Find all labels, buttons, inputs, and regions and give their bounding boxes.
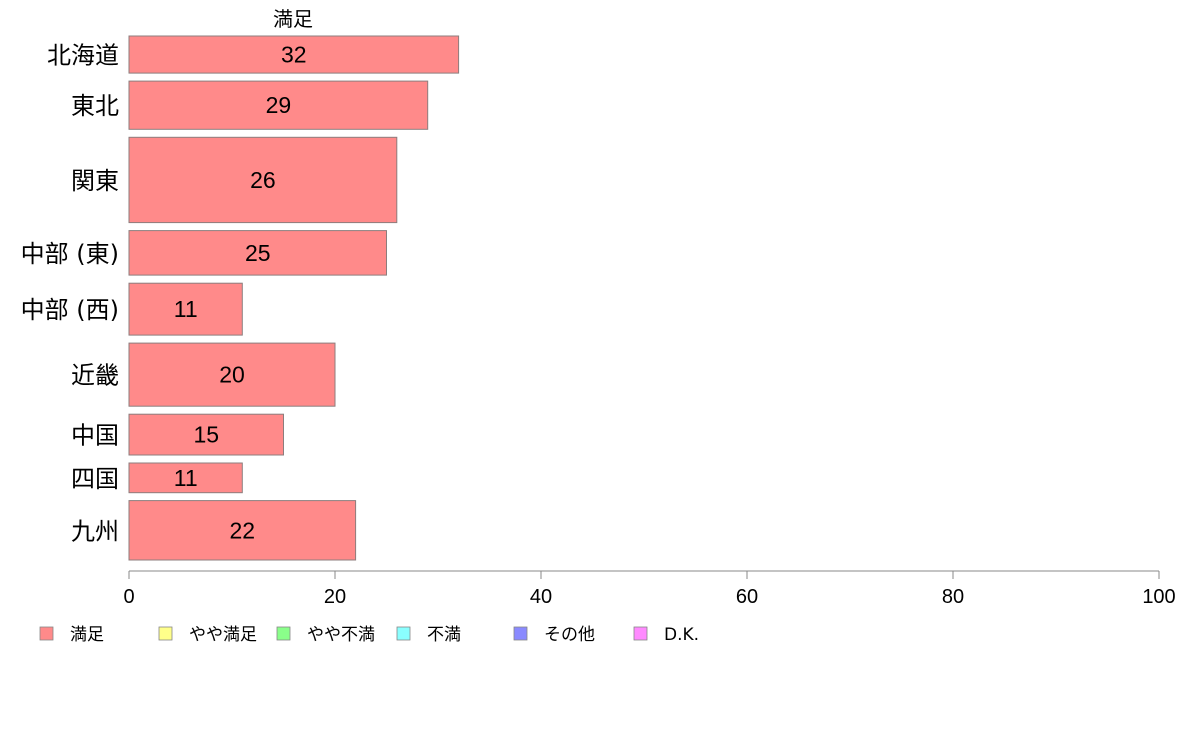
legend-swatch (39, 626, 54, 641)
legend-label: その他 (544, 625, 595, 645)
category-label: 近畿 (71, 362, 119, 390)
series-heading: 満足 (273, 7, 313, 31)
category-label: 関東 (71, 167, 119, 195)
category-label: 中部 (東) (21, 240, 119, 268)
category-label: 四国 (71, 465, 119, 493)
legend-label: やや満足 (189, 625, 257, 645)
legend-label: D.K. (664, 625, 699, 645)
legend-swatch (513, 626, 528, 641)
category-label: 中国 (71, 422, 119, 450)
value-label: 20 (219, 362, 245, 388)
bars-layer: 32 北海道 29 東北 26 関東 25 中部 (東) 11 中部 (西) 20 近畿 15 中国 11 四… (21, 35, 460, 561)
value-label: 26 (250, 167, 276, 193)
legend-label: やや不満 (307, 625, 375, 645)
value-label: 15 (194, 422, 220, 448)
x-tick-label: 80 (942, 586, 964, 608)
legend-swatch (158, 626, 173, 641)
legend-swatch (633, 626, 648, 641)
bar-4 (128, 282, 243, 336)
x-tick-label: 100 (1142, 586, 1175, 608)
x-tick-label: 60 (736, 586, 758, 608)
category-label: 北海道 (47, 42, 119, 70)
value-label: 29 (266, 92, 292, 118)
bar-5 (128, 342, 336, 407)
x-axis: 0 20 40 60 80 100 (123, 570, 1176, 608)
category-label: 東北 (71, 92, 119, 120)
bar-8 (128, 500, 357, 561)
bar-0 (128, 35, 460, 74)
bar-3 (128, 230, 387, 276)
value-label: 11 (174, 465, 198, 491)
x-tick-label: 0 (123, 586, 134, 608)
legend-label: 満足 (70, 625, 104, 645)
bar-7 (128, 462, 243, 494)
value-label: 22 (230, 517, 256, 543)
value-label: 32 (281, 42, 307, 68)
bar-6 (128, 413, 284, 456)
category-label: 中部 (西) (21, 296, 119, 324)
value-label: 11 (174, 296, 198, 322)
x-tick-label: 40 (530, 586, 552, 608)
category-label: 九州 (71, 517, 119, 545)
bar-2 (128, 136, 398, 224)
legend-swatch (276, 626, 291, 641)
bar-1 (128, 80, 429, 130)
x-tick-label: 20 (324, 586, 346, 608)
value-label: 25 (245, 240, 271, 266)
legend: 満足 やや満足 やや不満 不満 その他 D.K. (39, 625, 699, 645)
legend-swatch (396, 626, 411, 641)
legend-label: 不満 (427, 625, 461, 645)
